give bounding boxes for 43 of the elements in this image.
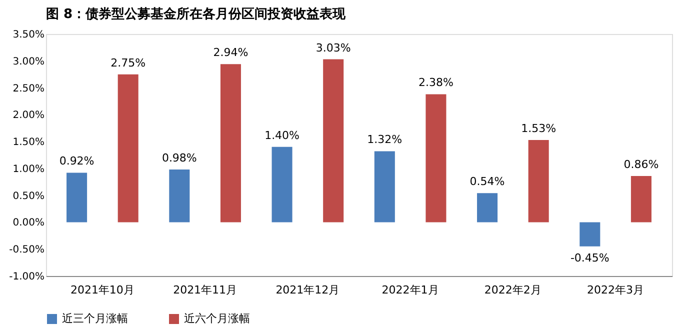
bar	[528, 140, 549, 222]
y-tick-label: 3.00%	[12, 56, 44, 68]
x-tick-label: 2021年11月	[173, 284, 238, 296]
x-tick-label: 2022年2月	[484, 284, 542, 296]
legend-label: 近六个月涨幅	[184, 312, 250, 325]
y-tick-label: -0.50%	[9, 244, 44, 256]
data-label: 1.40%	[264, 128, 300, 142]
data-label: 2.38%	[418, 76, 454, 90]
data-label: 1.32%	[367, 133, 402, 146]
x-tick-label: 2022年3月	[587, 284, 644, 296]
data-label: 0.92%	[59, 154, 94, 168]
y-tick-label: 1.00%	[12, 164, 44, 175]
data-label: -0.45%	[570, 251, 610, 264]
data-label: 2.75%	[110, 56, 146, 70]
y-tick-label: 0.00%	[12, 218, 44, 229]
y-tick-label: 0.50%	[12, 190, 44, 202]
x-tick-label: 2022年1月	[382, 284, 439, 296]
y-tick-label: -1.00%	[9, 272, 44, 282]
data-label: 0.98%	[162, 152, 197, 165]
legend-label: 近三个月涨幅	[62, 312, 128, 325]
bar	[580, 222, 600, 246]
x-tick-label: 2021年12月	[276, 284, 340, 296]
data-label: 3.03%	[316, 41, 351, 54]
y-tick-label: 2.00%	[12, 110, 44, 122]
bar	[323, 59, 344, 222]
bar	[477, 193, 498, 222]
bar	[630, 176, 652, 222]
bar	[66, 172, 88, 222]
bar	[220, 64, 241, 222]
bar	[426, 94, 446, 222]
data-label: 1.53%	[521, 122, 556, 135]
y-tick-label: 2.50%	[12, 83, 44, 94]
bar	[374, 151, 395, 222]
data-label: 0.86%	[624, 158, 659, 171]
data-label: 2.94%	[213, 46, 248, 60]
data-label: 0.54%	[470, 175, 505, 188]
x-tick-label: 2021年10月	[70, 284, 134, 296]
y-tick-label: 1.50%	[12, 137, 44, 148]
y-tick-label: 3.50%	[12, 30, 44, 40]
bar	[272, 146, 292, 222]
chart-title: 图 8：债券型公募基金所在各月份区间投资收益表现	[46, 6, 347, 22]
bar	[118, 74, 138, 222]
bar	[169, 170, 190, 222]
